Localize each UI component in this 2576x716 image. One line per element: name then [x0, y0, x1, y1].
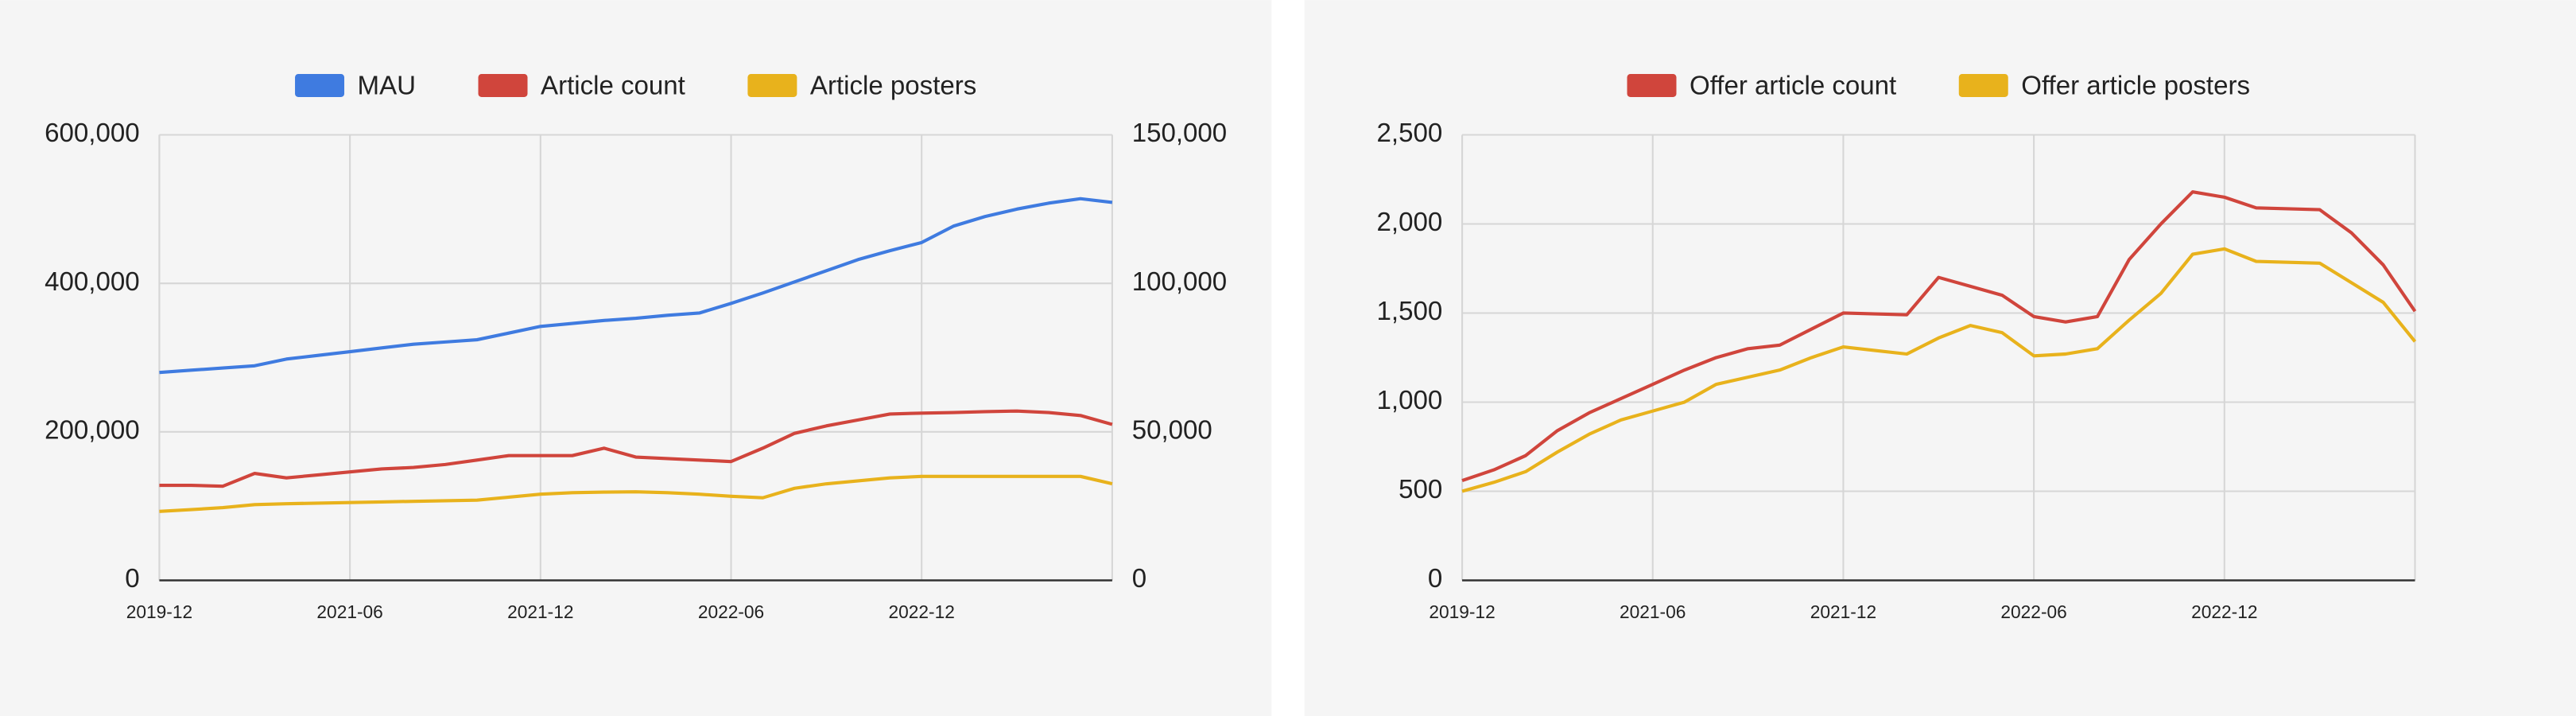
legend: MAU Article count Article posters — [295, 71, 976, 100]
legend-label: Article count — [541, 71, 685, 100]
y2-tick-label: 100,000 — [1132, 267, 1227, 297]
series-line — [1461, 190, 2417, 483]
y-tick-label: 2,000 — [1377, 208, 1443, 237]
y-tick-label: 500 — [1399, 475, 1442, 504]
y-tick-label: 0 — [125, 564, 139, 593]
x-tick-label: 2021-06 — [1620, 601, 1686, 622]
legend: Offer article count Offer article posters — [1627, 71, 2250, 100]
legend-label: Offer article count — [1690, 71, 1896, 100]
y2-tick-label: 150,000 — [1132, 119, 1227, 148]
y-tick-label: 600,000 — [45, 119, 139, 148]
series-line — [159, 409, 1113, 488]
x-tick-label: 2021-06 — [316, 601, 382, 622]
x-tick-label: 2022-06 — [698, 601, 764, 622]
x-tick-label: 2019-12 — [1429, 601, 1495, 622]
legend-label: MAU — [358, 71, 416, 100]
legend-label: Article posters — [810, 71, 976, 100]
y-tick-label: 200,000 — [45, 416, 139, 446]
x-tick-label: 2022-12 — [889, 601, 955, 622]
legend-label: Offer article posters — [2021, 71, 2250, 100]
x-tick-label: 2019-12 — [126, 601, 192, 622]
y-tick-label: 1,500 — [1377, 297, 1443, 326]
y-tick-label: 0 — [1428, 564, 1442, 593]
legend-swatch — [478, 74, 528, 97]
legend-swatch — [295, 74, 345, 97]
y-tick-label: 400,000 — [45, 267, 139, 297]
legend-swatch — [747, 74, 797, 97]
panel — [0, 0, 1272, 716]
legend-swatch — [1627, 74, 1677, 97]
y-tick-label: 1,000 — [1377, 386, 1443, 415]
legend-swatch — [1958, 74, 2008, 97]
panel — [1304, 0, 2576, 716]
y2-tick-label: 50,000 — [1132, 416, 1212, 446]
y2-tick-label: 0 — [1132, 564, 1146, 593]
x-tick-label: 2021-12 — [1810, 601, 1876, 622]
x-tick-label: 2022-06 — [2000, 601, 2066, 622]
series-line — [159, 197, 1113, 375]
series-line — [159, 474, 1113, 513]
y-tick-label: 2,500 — [1377, 119, 1443, 148]
x-tick-label: 2022-12 — [2191, 601, 2257, 622]
x-tick-label: 2021-12 — [507, 601, 573, 622]
series-line — [1461, 247, 2417, 493]
